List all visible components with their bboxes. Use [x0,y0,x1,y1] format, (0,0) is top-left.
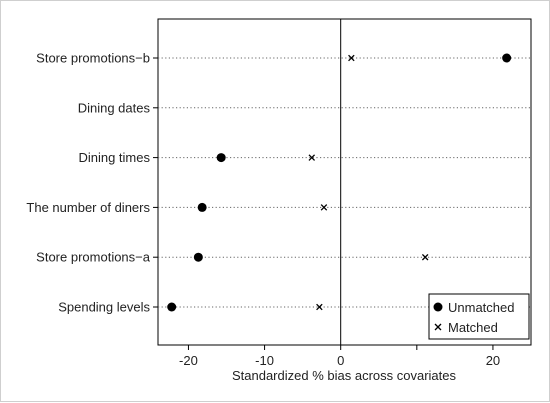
unmatched-point [167,302,177,312]
y-tick-label: The number of diners [26,200,150,215]
unmatched-point [193,252,203,262]
y-tick-label: Store promotions−b [36,51,150,66]
x-tick-label: 0 [337,353,344,368]
matched-point [348,54,355,62]
y-tick-label: Spending levels [58,300,150,315]
y-tick-label: Store promotions−a [36,250,151,265]
legend-unmatched-label: Unmatched [448,300,514,315]
matched-point [308,154,316,161]
unmatched-point [197,202,207,212]
legend: Unmatched Matched [428,293,530,340]
x-tick-label: -20 [179,353,198,368]
x-tick-label: -10 [255,353,274,368]
y-tick-label: Dining dates [78,100,151,115]
y-tick-labels: Store promotions−b Dining dates Dining tim… [26,51,150,315]
grid-lines [153,57,531,308]
legend-unmatched-marker [433,302,443,312]
legend-matched-label: Matched [448,320,498,335]
matched-point [421,253,429,261]
data-marks [167,53,512,312]
matched-point [316,303,323,311]
x-ticks: -20 -10 0 20 [179,345,500,368]
y-tick-label: Dining times [78,150,150,165]
unmatched-point [216,153,226,163]
plot-area [157,18,532,346]
legend-box [428,293,530,340]
legend-matched-marker [434,323,442,331]
matched-point [320,204,328,211]
unmatched-point [502,53,512,63]
x-axis-title: Standardized % bias across covariates [232,368,457,383]
x-tick-label: 20 [486,353,500,368]
